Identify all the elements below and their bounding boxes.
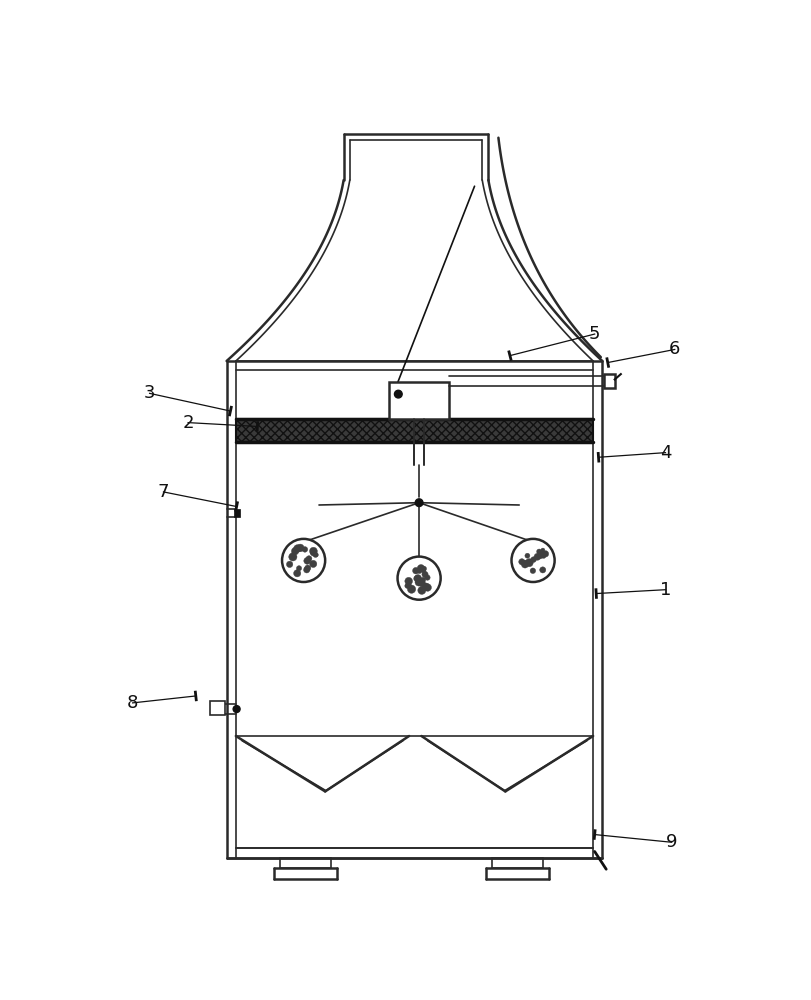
Circle shape: [405, 583, 410, 588]
Circle shape: [525, 553, 530, 558]
Circle shape: [415, 578, 423, 586]
Circle shape: [420, 577, 426, 583]
Circle shape: [422, 571, 428, 578]
Circle shape: [425, 575, 430, 580]
Circle shape: [297, 544, 304, 552]
Bar: [234, 509, 240, 517]
Circle shape: [521, 561, 529, 568]
Circle shape: [418, 580, 425, 587]
Circle shape: [519, 559, 525, 565]
Circle shape: [305, 565, 311, 571]
Circle shape: [541, 548, 545, 552]
Circle shape: [534, 553, 541, 560]
Circle shape: [406, 582, 411, 588]
Bar: [236, 419, 593, 442]
Circle shape: [418, 565, 425, 572]
Circle shape: [526, 559, 533, 567]
Circle shape: [397, 557, 440, 600]
Circle shape: [291, 547, 298, 555]
Text: 3: 3: [144, 384, 156, 402]
Circle shape: [422, 583, 430, 591]
Text: 9: 9: [666, 833, 677, 851]
Circle shape: [297, 566, 302, 571]
Circle shape: [422, 566, 427, 571]
Text: 1: 1: [660, 581, 672, 599]
Circle shape: [313, 553, 318, 557]
Bar: [210, 701, 225, 715]
Circle shape: [539, 567, 546, 573]
Circle shape: [306, 556, 312, 562]
Circle shape: [310, 547, 317, 555]
Circle shape: [303, 547, 307, 552]
Text: 5: 5: [589, 325, 600, 343]
Circle shape: [394, 390, 402, 398]
Circle shape: [530, 557, 536, 562]
Circle shape: [418, 586, 426, 594]
Circle shape: [303, 567, 310, 573]
Circle shape: [405, 577, 413, 585]
Circle shape: [543, 551, 549, 557]
Bar: [604, 374, 615, 388]
Circle shape: [422, 569, 426, 573]
Bar: [389, 382, 449, 419]
Circle shape: [417, 568, 422, 574]
Circle shape: [413, 567, 419, 574]
Text: 7: 7: [157, 483, 169, 501]
Text: 6: 6: [669, 340, 680, 358]
Circle shape: [282, 539, 325, 582]
Circle shape: [294, 570, 301, 577]
Text: 2: 2: [182, 414, 194, 432]
Circle shape: [530, 568, 535, 574]
Circle shape: [537, 552, 544, 559]
Circle shape: [424, 584, 431, 591]
Circle shape: [304, 557, 311, 564]
Circle shape: [414, 575, 422, 582]
Circle shape: [414, 575, 420, 582]
Circle shape: [314, 553, 319, 557]
Text: 4: 4: [660, 444, 672, 462]
Circle shape: [310, 560, 317, 567]
Circle shape: [289, 553, 297, 561]
Circle shape: [286, 561, 293, 568]
Circle shape: [311, 549, 317, 556]
Circle shape: [512, 539, 555, 582]
Circle shape: [542, 554, 546, 558]
Text: 8: 8: [127, 694, 139, 712]
Circle shape: [233, 706, 240, 713]
Circle shape: [294, 545, 302, 552]
Circle shape: [539, 550, 544, 556]
Circle shape: [415, 499, 423, 507]
Circle shape: [522, 560, 528, 566]
Circle shape: [407, 585, 416, 593]
Circle shape: [537, 549, 542, 554]
